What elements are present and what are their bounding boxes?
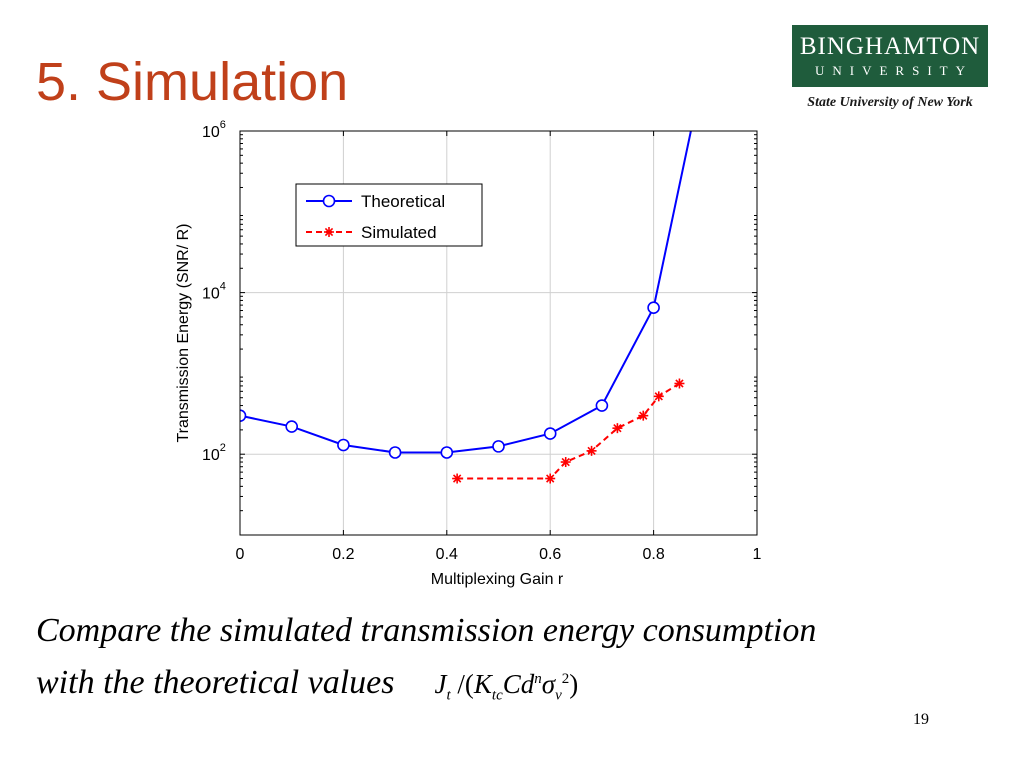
x-tick-label: 0.8 — [642, 546, 664, 563]
series-theoretical — [240, 131, 692, 459]
legend: Theoretical Simulated — [295, 183, 483, 247]
data-point-simulated — [612, 423, 623, 434]
legend-label-simulated: Simulated — [361, 223, 437, 242]
y-tick-base: 10 — [202, 286, 220, 303]
series-line-theoretical — [240, 131, 692, 454]
y-tick-base: 10 — [202, 447, 220, 464]
formula-sigma-sub: v — [555, 687, 562, 704]
y-axis-label: Transmission Energy (SNR/ R) — [175, 223, 192, 442]
formula-k: K — [473, 669, 492, 699]
formula-slash-open: /( — [450, 669, 474, 699]
data-point-simulated — [653, 391, 664, 402]
y-tick-label: 102 — [202, 442, 226, 464]
legend-marker-theoretical — [322, 194, 336, 208]
formula-sigma-sup: 2 — [561, 671, 570, 687]
y-tick-label: 104 — [202, 281, 226, 303]
series-layer — [240, 131, 692, 484]
x-tick-label: 0.2 — [332, 546, 354, 563]
formula-d: d — [520, 669, 535, 699]
legend-label-theoretical: Theoretical — [361, 192, 445, 211]
data-point-theoretical — [285, 420, 299, 433]
data-point-simulated — [638, 410, 649, 421]
logo-name: BINGHAMTON — [799, 33, 981, 61]
slide-title: 5. Simulation — [36, 52, 349, 112]
data-point-theoretical — [647, 301, 660, 315]
x-tick-labels: 0 0.2 0.4 0.6 0.8 1 — [236, 546, 762, 563]
formula-d-sup: n — [534, 671, 542, 687]
data-point-theoretical — [337, 438, 350, 452]
logo-box: BINGHAMTON UNIVERSITY — [792, 25, 988, 87]
logo-university: UNIVERSITY — [815, 62, 973, 78]
page-number: 19 — [913, 711, 929, 728]
binghamton-logo: BINGHAMTON UNIVERSITY State University o… — [792, 25, 988, 111]
x-axis-label: Multiplexing Gain r — [431, 571, 564, 588]
data-point-theoretical — [388, 446, 402, 459]
formula-k-sub: tc — [491, 687, 503, 704]
data-point-theoretical — [492, 440, 505, 453]
legend-box — [295, 183, 483, 247]
caption: Compare the simulated transmission energ… — [36, 607, 816, 719]
y-tick-label: 106 — [202, 119, 226, 141]
caption-line-2-row: with the theoretical values Jt /(KtcCdnσ… — [36, 655, 816, 719]
caption-line-2: with the theoretical values — [36, 664, 395, 701]
plot-frame — [239, 130, 758, 536]
formula-c: C — [502, 669, 521, 699]
formula-close: ) — [569, 669, 579, 699]
data-point-theoretical — [440, 446, 454, 459]
formula-sigma: σ — [541, 669, 556, 699]
y-tick-exponent: 2 — [220, 442, 226, 454]
data-point-theoretical — [595, 399, 609, 412]
caption-line-1: Compare the simulated transmission energ… — [36, 612, 817, 649]
series-simulated — [452, 378, 685, 484]
x-tick-label: 1 — [753, 546, 762, 563]
data-point-simulated — [586, 445, 597, 456]
data-point-simulated — [452, 473, 463, 484]
energy-formula: Jt /(KtcCdnσv2) — [435, 655, 579, 719]
formula-j: J — [434, 669, 447, 699]
x-tick-label: 0 — [236, 546, 245, 563]
legend-marker-simulated — [324, 227, 334, 237]
y-tick-base: 10 — [202, 124, 220, 141]
y-tick-exponent: 6 — [220, 119, 226, 131]
data-point-simulated — [545, 473, 556, 484]
data-point-theoretical — [543, 427, 557, 440]
y-tick-exponent: 4 — [220, 281, 226, 293]
data-point-simulated — [674, 378, 685, 389]
series-line-simulated — [457, 382, 680, 480]
data-point-theoretical — [240, 409, 247, 422]
formula-j-sub: t — [446, 687, 451, 704]
x-tick-label: 0.4 — [436, 546, 458, 563]
x-tick-label: 0.6 — [539, 546, 561, 563]
logo-subtitle: State University of New York — [807, 95, 973, 110]
data-point-simulated — [560, 457, 571, 468]
